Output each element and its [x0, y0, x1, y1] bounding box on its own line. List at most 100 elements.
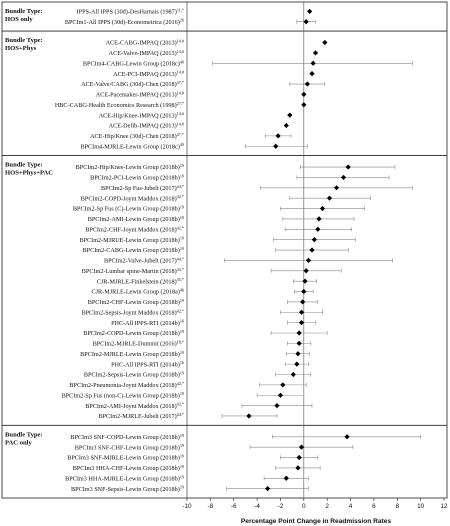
estimate-point [310, 60, 316, 66]
x-tick-label: 2 [325, 503, 329, 510]
study-label: BPCIm2-Hip/Knee-Lewin Group (2018b)19 [76, 163, 184, 171]
study-row: BPCIm2-Hip/Knee-Lewin Group (2018b)19 [76, 163, 396, 171]
study-label-superscript: 42,* [177, 308, 184, 314]
study-label-text: ACE-Defib-IMPAQ (2013) [109, 123, 177, 130]
study-row: CJR-MJRLE-Finkelstein (2018)45,* [97, 277, 317, 285]
study-label-superscript: 19 [180, 163, 184, 168]
study-label: BPCIm1-All IPPS (30d)-Econometrica (2016… [65, 18, 184, 26]
study-row: BPCIm2-Pneumonia-Joynt Maddox (2018)42,* [69, 381, 307, 389]
study-row: HBC-CABG-Health Economics Research (1998… [55, 101, 307, 109]
study-label: BPCIm2-CHF-Lewin Group (2018b)19 [88, 298, 184, 306]
estimate-point [275, 133, 281, 139]
study-label-text: BPCIm2-MJRUE-Lewin Group (2018b) [79, 237, 179, 244]
group-label-title: Bundle Type: [5, 431, 43, 438]
study-label: ACE-Valve/CABG (30d)-Chen (2018)47,* [81, 80, 184, 88]
study-row: BPCIm2-MJRLE-Dummit (2016)18,* [93, 339, 312, 348]
study-label-superscript: 44,* [177, 184, 184, 190]
study-label-text: BPCIm2-Pneumonia-Joynt Maddox (2018) [69, 382, 176, 389]
study-label: BPCIm3 SNF-MJRLE-Lewin Group (2018b)19 [67, 454, 184, 462]
study-label-superscript: 19 [180, 329, 184, 334]
estimate-point [296, 330, 302, 336]
study-label-text: BPCIm2-Sp Fus (C)-Lewin Group (2018b) [73, 206, 180, 213]
study-label: BPCIm3 HHA-MJRLE-Lewin Group (2018b)19 [65, 474, 184, 482]
estimate-point [303, 268, 309, 274]
study-label-superscript: 19 [180, 370, 184, 375]
estimate-point [301, 102, 307, 108]
group-label-name: HOS only [5, 16, 33, 23]
estimate-point [296, 454, 302, 461]
study-row: BPCIm2-COPD-Lewin Group (2018b)19 [83, 329, 328, 337]
study-label-text: BPCIm2-Sepsis-Joynt Maddox (2018) [81, 309, 176, 316]
estimate-point [322, 39, 328, 46]
study-label-superscript: 14,# [177, 90, 185, 96]
study-label-superscript: 11,* [177, 7, 184, 13]
estimate-point [302, 278, 308, 284]
study-label: BPCIm2-Pneumonia-Joynt Maddox (2018)42,* [69, 381, 184, 389]
study-label: BPCIm2-AMI-Lewin Group (2018b)19 [88, 215, 184, 223]
x-tick-label: -8 [208, 503, 214, 510]
x-axis-label: Percentage Point Change in Readmission R… [241, 518, 392, 525]
study-row: BPCIm2-MJRUE-Lewin Group (2018b)19 [79, 236, 356, 244]
study-label-text: BPCIm2-COPD-Lewin Group (2018b) [83, 330, 180, 337]
study-row: BPCIm2-Sepsis-Joynt Maddox (2018)42,* [81, 308, 323, 316]
study-label-text: BPCIm2-CABG-Lewin Group (2018b) [83, 247, 180, 254]
study-row: ACE-CABG-IMPAQ (2013)14,# [106, 39, 328, 47]
study-row: BPCIm2-Sp Fus (C)-Lewin Group (2018b)19 [73, 205, 365, 213]
x-tick-label: -2 [278, 503, 284, 510]
estimate-point [326, 195, 333, 201]
study-label-superscript: 14,# [177, 39, 185, 45]
study-label-text: ACE-Hip/Knee-IMPAQ (2013) [99, 112, 177, 119]
study-label: ACE-PCI-IMPAQ (2013)14,# [113, 70, 185, 78]
estimate-point [298, 444, 305, 450]
study-row: BPCIm3 SNF-MJRLE-Lewin Group (2018b)19 [67, 454, 319, 462]
study-label-text: IPPS-All IPPS (30d)-DesHarnais (1987) [77, 9, 177, 16]
study-label-superscript: 44,* [177, 412, 184, 418]
estimate-point [304, 81, 310, 87]
study-label-text: BPCIm2-PCI-Lewin Group (2018b) [90, 175, 180, 182]
study-label-superscript: 43,* [177, 267, 184, 273]
estimate-point [305, 257, 312, 263]
study-label-superscript: 19 [180, 350, 184, 355]
study-label-text: ACE-Hip/Knee (30d)-Chen (2018) [90, 133, 177, 140]
study-label: BPCIm2-Sp Fus (C)-Lewin Group (2018b)19 [73, 205, 184, 213]
study-row: BPCIm2-MJRLE-Jubelt (2017)44,* [98, 412, 278, 420]
x-tick-label: 4 [349, 503, 353, 510]
study-label-text: BPCIm2-AMI-Lewin Group (2018b) [88, 216, 180, 223]
study-row: BPCIm2-Sepsis-Lewin Group (2018b)19 [84, 370, 312, 379]
estimate-point [290, 371, 296, 378]
study-label: BPCIm3 SNF-Sepsis-Lewin Group (2018b)19 [71, 485, 184, 493]
study-label: BPCIm4-MJRLE-Lewin Group (2018c)40 [80, 142, 184, 150]
study-row: BPCIm2-Sp Fus-Jubelt (2017)44,* [101, 184, 413, 192]
group-label-title: Bundle Type: [5, 8, 43, 15]
study-row: BPCIm3 SNF-COPD-Lewin Group (2018b)19 [70, 433, 421, 441]
study-label-superscript: 19 [180, 464, 184, 469]
study-label-superscript: 47,* [177, 132, 184, 138]
study-label: IPPS-All IPPS (30d)-DesHarnais (1987)11,… [77, 7, 184, 15]
estimate-point [301, 288, 307, 295]
study-label-text: BPCIm3 SNF-CHF-Lewin Group (2018b) [75, 444, 180, 451]
study-label-text: BPCIm2-Lumbar spine-Martin (2018) [82, 268, 177, 275]
study-label: BPCIm2-COPD-Lewin Group (2018b)19 [83, 329, 184, 337]
study-label-text: CJR-MJRLE-Finkelstein (2018) [97, 278, 177, 285]
x-tick-label: -10 [182, 503, 192, 510]
study-row: BPCIm2-CHF-Lewin Group (2018b)19 [88, 298, 319, 306]
estimate-point [280, 382, 286, 388]
study-row: BPCIm2-CHF-Joynt Maddox (2018)42,* [85, 225, 353, 233]
study-label: BPCIm3 HHA-CHF-Lewin Group (2018b)19 [73, 464, 184, 472]
study-row: ACE-Valve-IMPAQ (2013)14,# [109, 49, 319, 57]
group-label-name: HOS+Phys+PAC [5, 170, 53, 177]
study-row: BPCIm3 SNF-Sepsis-Lewin Group (2018b)19 [71, 485, 309, 493]
estimate-point [273, 143, 279, 149]
study-row: ACE-Valve/CABG (30d)-Chen (2018)47,* [81, 80, 326, 88]
study-label-superscript: 44,* [177, 256, 184, 262]
study-label-superscript: 19 [180, 391, 184, 396]
study-label: BPCIm2-Lumbar spine-Martin (2018)43,* [82, 267, 184, 275]
study-label-text: BPCIm2-COPD-Joynt Maddox (2018) [81, 195, 177, 202]
study-label: BPCIm2-MJRLE-Dummit (2016)18,* [93, 339, 184, 347]
estimate-point [300, 299, 306, 305]
estimate-point [307, 8, 313, 14]
study-label-text: BPCIm2-Hip/Knee-Lewin Group (2018b) [76, 164, 180, 171]
estimate-point [294, 361, 300, 367]
